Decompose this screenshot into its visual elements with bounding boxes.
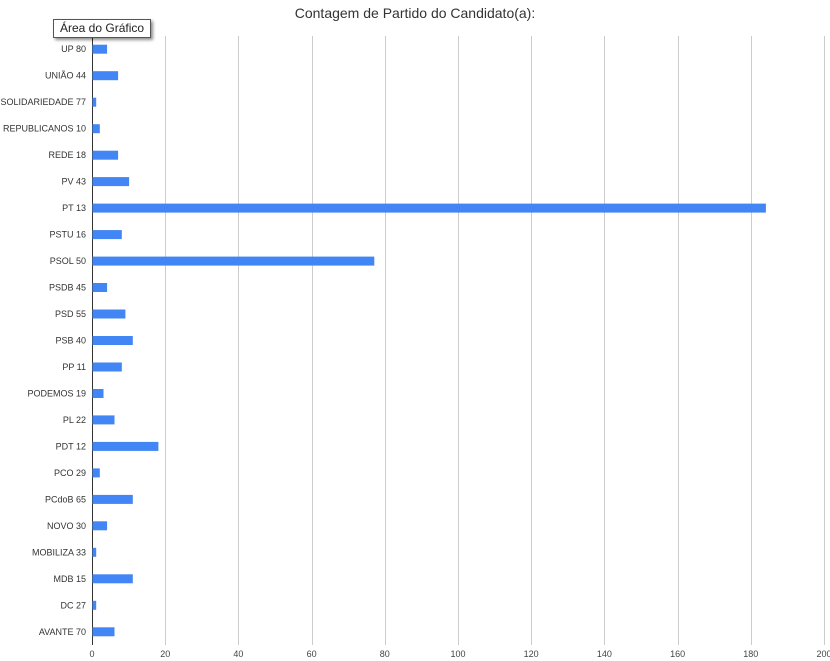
x-tick-label: 80	[380, 649, 390, 659]
x-tick-label: 20	[160, 649, 170, 659]
category-label: PDT 12	[56, 441, 86, 451]
bar[interactable]	[92, 230, 122, 240]
grid-layer	[92, 36, 825, 645]
bar[interactable]	[92, 494, 133, 504]
x-tick-label: 40	[233, 649, 243, 659]
bar[interactable]	[92, 547, 97, 557]
bar[interactable]	[92, 441, 159, 451]
bar[interactable]	[92, 283, 108, 292]
category-label: UNIÃO 44	[45, 71, 86, 81]
chart-area-tooltip: Área do Gráfico	[53, 19, 152, 38]
bar[interactable]	[92, 627, 115, 637]
x-tick-label: 100	[450, 649, 465, 659]
category-label: PCdoB 65	[45, 494, 86, 504]
category-label: REPUBLICANOS 10	[3, 124, 86, 134]
category-label: UP 80	[61, 44, 86, 54]
bar[interactable]	[92, 468, 100, 478]
bar[interactable]	[92, 521, 108, 531]
category-label: PL 22	[63, 415, 86, 425]
bar[interactable]	[92, 389, 104, 398]
category-label: AVANTE 70	[39, 627, 86, 637]
bar[interactable]	[92, 574, 133, 584]
x-tick-label: 200	[816, 649, 830, 659]
bar[interactable]	[92, 203, 766, 213]
category-label: PSOL 50	[50, 256, 86, 266]
category-label: PSB 40	[55, 336, 86, 346]
bar[interactable]	[92, 309, 126, 319]
category-label: NOVO 30	[47, 521, 86, 531]
x-tick-label: 0	[89, 649, 94, 659]
category-label: PSD 55	[55, 309, 86, 319]
category-label-layer: UP 80 UNIÃO 44 SOLIDARIEDADE 77 REPUBLICANO…	[0, 44, 86, 637]
x-tick-label: 180	[743, 649, 758, 659]
x-tick-label: 60	[307, 649, 317, 659]
category-label: PSDB 45	[49, 283, 86, 293]
bar-layer	[92, 44, 766, 637]
bar[interactable]	[92, 150, 119, 160]
bar[interactable]	[92, 124, 100, 134]
category-label: MDB 15	[53, 574, 86, 584]
x-tick-label: 140	[597, 649, 612, 659]
category-label: PV 43	[61, 177, 86, 187]
category-label: PCO 29	[54, 468, 86, 478]
category-label: PSTU 16	[49, 230, 86, 240]
category-label: MOBILIZA 33	[32, 547, 86, 557]
category-label: SOLIDARIEDADE 77	[0, 97, 86, 107]
chart-title: Contagem de Partido do Candidato(a):	[294, 5, 536, 21]
x-tick-label-layer: 0 20 40 60 80 100 120 140 160 180 200	[89, 649, 830, 659]
bar[interactable]	[92, 415, 115, 425]
category-label: REDE 18	[48, 150, 86, 160]
category-label: DC 27	[60, 600, 86, 610]
bar[interactable]	[92, 71, 119, 81]
category-label: PODEMOS 19	[27, 389, 86, 399]
bar[interactable]	[92, 600, 97, 610]
x-tick-label: 160	[670, 649, 685, 659]
category-label: PT 13	[62, 203, 86, 213]
bar[interactable]	[92, 336, 133, 345]
bar[interactable]	[92, 362, 122, 372]
bar[interactable]	[92, 177, 130, 187]
bar[interactable]	[92, 256, 375, 266]
x-tick-label: 120	[524, 649, 539, 659]
bar[interactable]	[92, 97, 97, 107]
category-label: PP 11	[62, 362, 86, 372]
bar[interactable]	[92, 44, 108, 54]
